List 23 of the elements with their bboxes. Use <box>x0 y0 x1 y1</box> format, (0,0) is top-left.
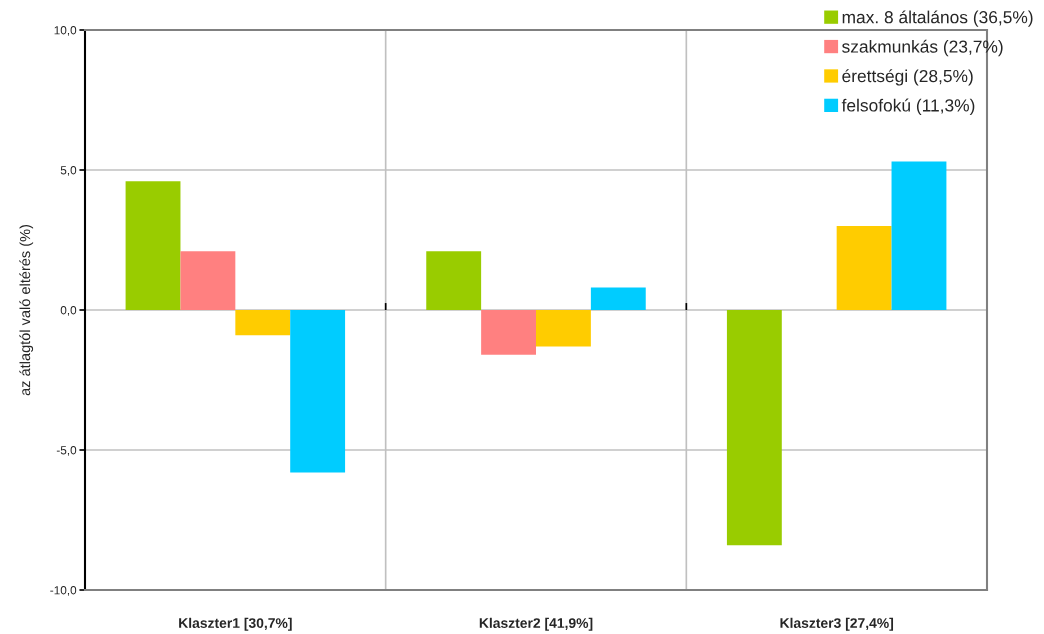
legend-label: max. 8 általános (36,5%) <box>842 10 1033 27</box>
y-tick-label: -10,0 <box>50 586 77 596</box>
y-tick-label: -5,0 <box>56 446 77 456</box>
bar <box>235 310 291 336</box>
bar <box>836 226 892 310</box>
x-tick-label: Klaszter3 [27,4%] <box>780 617 894 631</box>
y-axis-title: az átlagtól való eltérés (%) <box>19 224 34 396</box>
bar <box>891 161 947 310</box>
y-tick-label: 0,0 <box>60 306 77 316</box>
bar <box>481 310 536 355</box>
bar <box>536 310 591 347</box>
bar <box>125 181 181 310</box>
legend-label: felsofokú (11,3%) <box>841 98 975 115</box>
x-tick-label: Klaszter1 [30,7%] <box>179 617 292 631</box>
y-tick-label: 5,0 <box>60 166 77 176</box>
bar <box>726 310 782 546</box>
bar <box>290 310 346 473</box>
legend-label: érettségi (28,5%) <box>842 69 973 86</box>
bar <box>590 287 646 310</box>
x-tick-label: Klaszter2 [41,9%] <box>479 617 593 631</box>
bar <box>426 251 482 310</box>
bar <box>180 251 236 310</box>
y-tick-label: 10,0 <box>54 26 77 36</box>
